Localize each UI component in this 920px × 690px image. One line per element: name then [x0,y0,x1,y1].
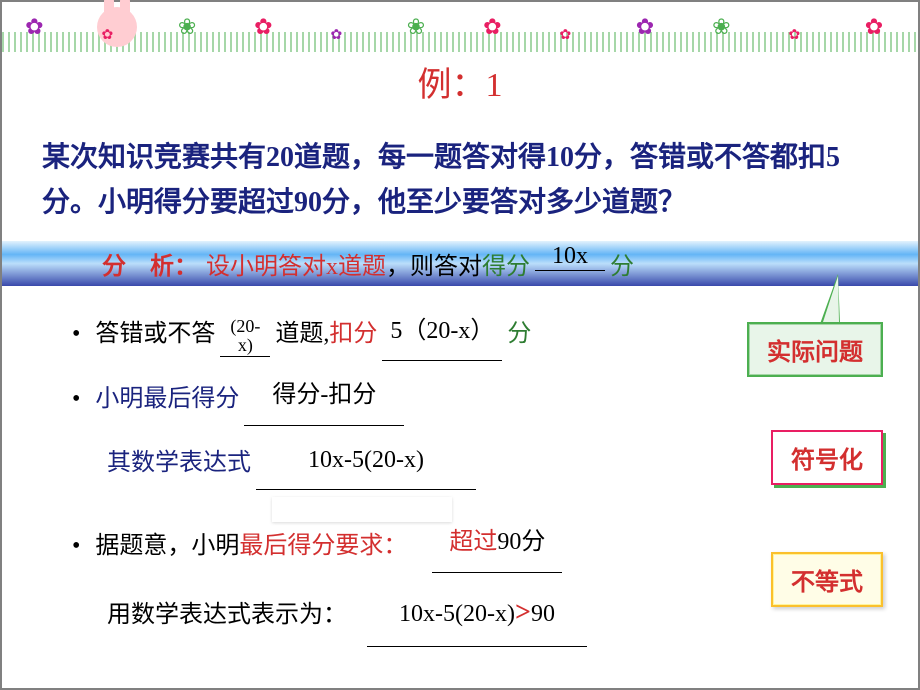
content-line: • 小明最后得分 得分-扣分 [72,370,878,429]
flower-icon [483,12,513,42]
flower-icon [559,12,589,42]
analysis-text: 设小明答对x道题 [206,246,386,281]
tag-box-symbolize: 符号化 [771,430,883,485]
analysis-text: 则答对 [410,246,482,281]
flower-icon [712,12,742,42]
content-line: 其数学表达式 10x-5(20-x) [107,435,878,494]
tag-box-inequality: 不等式 [771,552,883,607]
line-text-red: 最后得分要求： [239,518,407,576]
fill-blank: 10x [535,243,605,271]
example-title: 例：1 [2,57,918,106]
line-text: 道题, [275,306,329,364]
bullet-icon: • [72,371,80,429]
line-text: 据题意，小明 [95,518,239,576]
analysis-text: 得分 [482,246,530,281]
problem-statement: 某次知识竞赛共有20道题，每一题答对得10分，答错或不答都扣5分。小明得分要超过… [42,136,878,226]
analysis-unit: 分 [610,246,634,281]
flower-icon [865,12,895,42]
flower-icon [407,12,437,42]
analysis-text: ， [386,246,410,281]
flower-icon [25,12,55,42]
decorative-flower-border [2,2,918,52]
line-text-red: 扣分 [329,306,377,364]
flower-icon [101,12,131,42]
bullet-icon: • [72,518,80,576]
grass-decoration [2,32,918,52]
line-text: 用数学表达式表示为： [107,587,347,645]
tag-box-real-problem: 实际问题 [747,322,883,377]
callout-pointer [820,274,840,324]
line-unit: 分 [507,306,531,364]
fill-blank: 10x-5(20-x)>90 [367,579,587,647]
bullet-icon: • [72,306,80,364]
fill-blank: (20- x) [220,317,270,358]
analysis-label: 分 析： [102,246,198,281]
flower-icon [636,12,666,42]
flower-icon [788,12,818,42]
analysis-bar: 分 析： 设小明答对x道题 ， 则答对 得分 10x 分 [2,241,918,286]
fill-blank: 超过90分 [432,514,562,573]
line-text: 小明最后得分 [95,371,239,429]
fill-blank: 得分-扣分 [244,367,404,426]
fill-blank: 10x-5(20-x) [256,432,476,491]
white-overlay [272,497,452,522]
flower-icon [254,12,284,42]
fill-blank: 5（20-x） [382,303,502,362]
content-line: 用数学表达式表示为： 10x-5(20-x)>90 [107,582,878,650]
line-text: 答错或不答 [95,306,215,364]
line-text: 其数学表达式 [107,435,251,493]
content-line: • 据题意，小明 最后得分要求： 超过90分 [72,517,878,576]
flower-icon [330,12,360,42]
flower-icon [178,12,208,42]
